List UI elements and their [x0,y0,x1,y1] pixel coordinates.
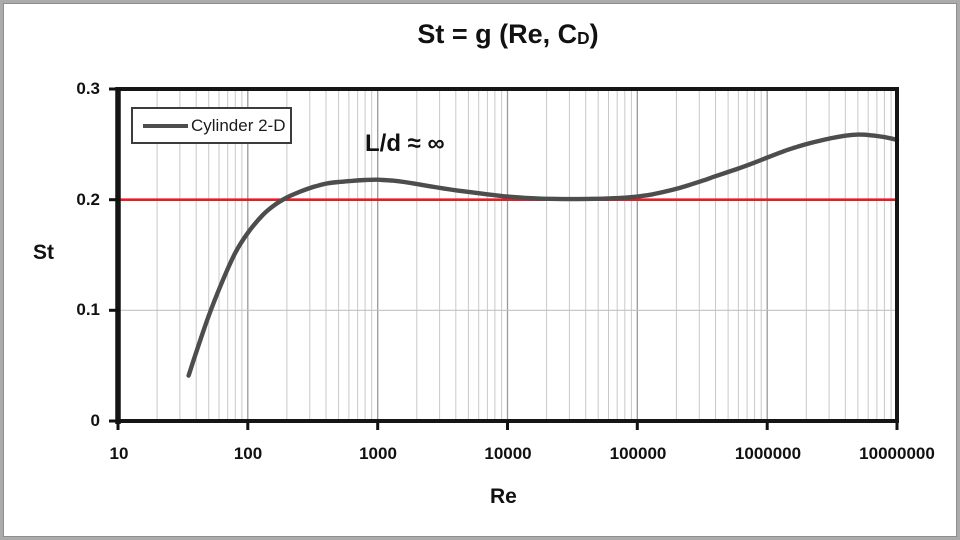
plot-border [115,87,899,424]
chart-title: St = g (Re, CD) [417,19,598,50]
y-axis-title: St [33,241,54,264]
series-curve-cylinder-2d [186,132,900,378]
y-tick-label-0-3: 0.3 [76,79,100,98]
axis-tick-marks [109,87,899,430]
strouhal-chart-canvas [109,87,900,430]
x-tick-label-100: 100 [233,444,263,463]
legend-line-sample [143,123,188,128]
x-tick-label-10: 10 [109,444,129,463]
y-tick-label-0-1: 0.1 [76,300,100,319]
x-tick-label-10000000: 10000000 [859,444,935,463]
annotation-ld-infinity: L/d ≈ ∞ [365,130,445,157]
x-tick-label-10000: 10000 [484,444,532,463]
x-tick-label-100000: 100000 [609,444,667,463]
legend-box: Cylinder 2-D [131,107,292,144]
x-tick-label-1000000: 1000000 [734,444,802,463]
chart-title-close-paren: ) [589,19,599,49]
chart-title-subscript: D [577,28,590,48]
y-tick-label-0-2: 0.2 [76,190,100,209]
legend-series-label: Cylinder 2-D [191,115,286,135]
gridlines [118,89,897,421]
x-axis-title: Re [490,485,517,508]
x-tick-label-1000: 1000 [359,444,397,463]
y-tick-label-0: 0 [90,411,100,430]
chart-title-text: St = g (Re, C [417,19,578,49]
